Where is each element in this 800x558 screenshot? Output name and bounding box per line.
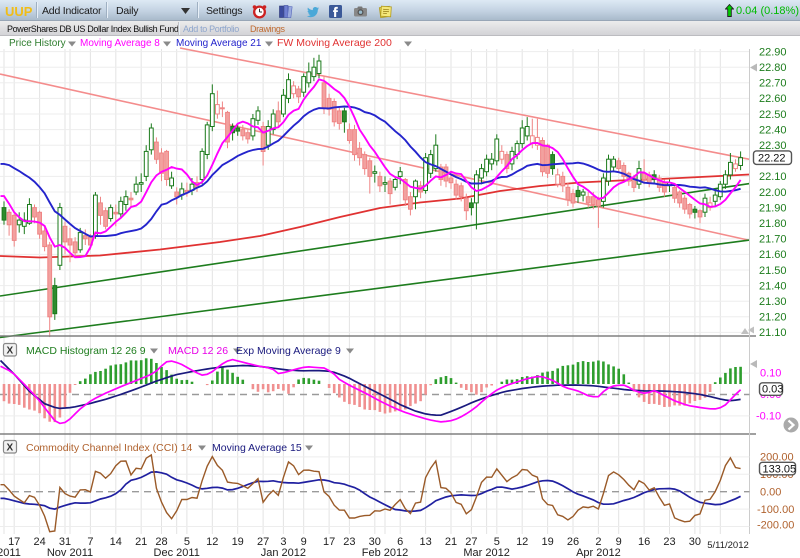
svg-text:31: 31: [59, 536, 71, 548]
svg-text:0.10: 0.10: [760, 368, 781, 380]
svg-text:21.30: 21.30: [759, 296, 787, 308]
svg-text:28: 28: [155, 536, 167, 548]
svg-text:3: 3: [280, 536, 286, 548]
svg-text:21.40: 21.40: [759, 280, 787, 292]
svg-text:Price History: Price History: [9, 38, 66, 49]
svg-text:24: 24: [33, 536, 45, 548]
svg-text:22.70: 22.70: [759, 78, 787, 90]
svg-text:0.03: 0.03: [762, 384, 783, 396]
svg-text:22.22: 22.22: [758, 153, 786, 165]
svg-text:21.50: 21.50: [759, 265, 787, 277]
svg-text:22.60: 22.60: [759, 93, 787, 105]
svg-text:23: 23: [343, 536, 355, 548]
svg-text:2: 2: [595, 536, 601, 548]
svg-text:22.00: 22.00: [759, 187, 787, 199]
svg-text:12: 12: [516, 536, 528, 548]
svg-text:FW Moving Average 200: FW Moving Average 200: [277, 37, 392, 49]
svg-text:Mar 2012: Mar 2012: [463, 547, 509, 558]
svg-text:19: 19: [541, 536, 553, 548]
svg-text:Oct 2011: Oct 2011: [0, 547, 21, 558]
svg-text:22.80: 22.80: [759, 62, 787, 74]
svg-text:17: 17: [8, 536, 20, 548]
svg-text:12: 12: [206, 536, 218, 548]
svg-text:Jan 2012: Jan 2012: [261, 547, 306, 558]
svg-text:21: 21: [135, 536, 147, 548]
svg-text:22.10: 22.10: [759, 171, 787, 183]
svg-text:-100.00: -100.00: [757, 504, 794, 516]
svg-text:22.50: 22.50: [759, 109, 787, 121]
svg-text:Moving Average 8: Moving Average 8: [80, 38, 160, 49]
svg-text:Feb 2012: Feb 2012: [362, 547, 408, 558]
svg-text:23: 23: [663, 536, 675, 548]
svg-text:21.70: 21.70: [759, 234, 787, 246]
svg-text:21.80: 21.80: [759, 218, 787, 230]
svg-text:17: 17: [323, 536, 335, 548]
svg-text:21.20: 21.20: [759, 312, 787, 324]
svg-text:Dec 2011: Dec 2011: [154, 547, 200, 558]
svg-text:22.30: 22.30: [759, 140, 787, 152]
svg-text:27: 27: [257, 536, 269, 548]
svg-text:21.60: 21.60: [759, 249, 787, 261]
svg-text:13: 13: [419, 536, 431, 548]
svg-text:MACD Histogram 12 26 9: MACD Histogram 12 26 9: [26, 345, 146, 357]
svg-text:14: 14: [110, 536, 122, 548]
svg-text:5/11/2012: 5/11/2012: [707, 540, 749, 551]
svg-text:-0.10: -0.10: [756, 410, 781, 422]
svg-text:Moving Average 15: Moving Average 15: [212, 442, 302, 454]
svg-text:21.10: 21.10: [759, 327, 787, 339]
svg-text:22.90: 22.90: [759, 46, 787, 58]
svg-text:X: X: [7, 443, 14, 454]
svg-text:Nov 2011: Nov 2011: [47, 547, 93, 558]
svg-text:133.05: 133.05: [763, 463, 797, 475]
svg-text:5: 5: [494, 536, 500, 548]
svg-text:21.90: 21.90: [759, 202, 787, 214]
svg-text:27: 27: [465, 536, 477, 548]
svg-text:9: 9: [616, 536, 622, 548]
svg-text:30: 30: [689, 536, 701, 548]
svg-text:Exp Moving Average 9: Exp Moving Average 9: [236, 345, 341, 357]
svg-text:7: 7: [87, 536, 93, 548]
svg-text:9: 9: [301, 536, 307, 548]
svg-text:0.00: 0.00: [760, 487, 781, 499]
svg-text:30: 30: [369, 536, 381, 548]
svg-text:Commodity Channel Index (CCI): Commodity Channel Index (CCI) 14: [26, 442, 192, 454]
svg-text:Apr 2012: Apr 2012: [576, 547, 621, 558]
svg-text:21: 21: [445, 536, 457, 548]
svg-text:19: 19: [232, 536, 244, 548]
svg-text:200.00: 200.00: [760, 452, 794, 464]
svg-text:6: 6: [397, 536, 403, 548]
svg-text:Moving Average 21: Moving Average 21: [176, 38, 262, 49]
svg-text:26: 26: [567, 536, 579, 548]
svg-text:22.40: 22.40: [759, 124, 787, 136]
svg-text:X: X: [7, 346, 14, 357]
svg-text:-200.00: -200.00: [757, 519, 794, 531]
svg-text:16: 16: [638, 536, 650, 548]
svg-text:MACD 12 26: MACD 12 26: [168, 345, 228, 357]
svg-text:5: 5: [184, 536, 190, 548]
